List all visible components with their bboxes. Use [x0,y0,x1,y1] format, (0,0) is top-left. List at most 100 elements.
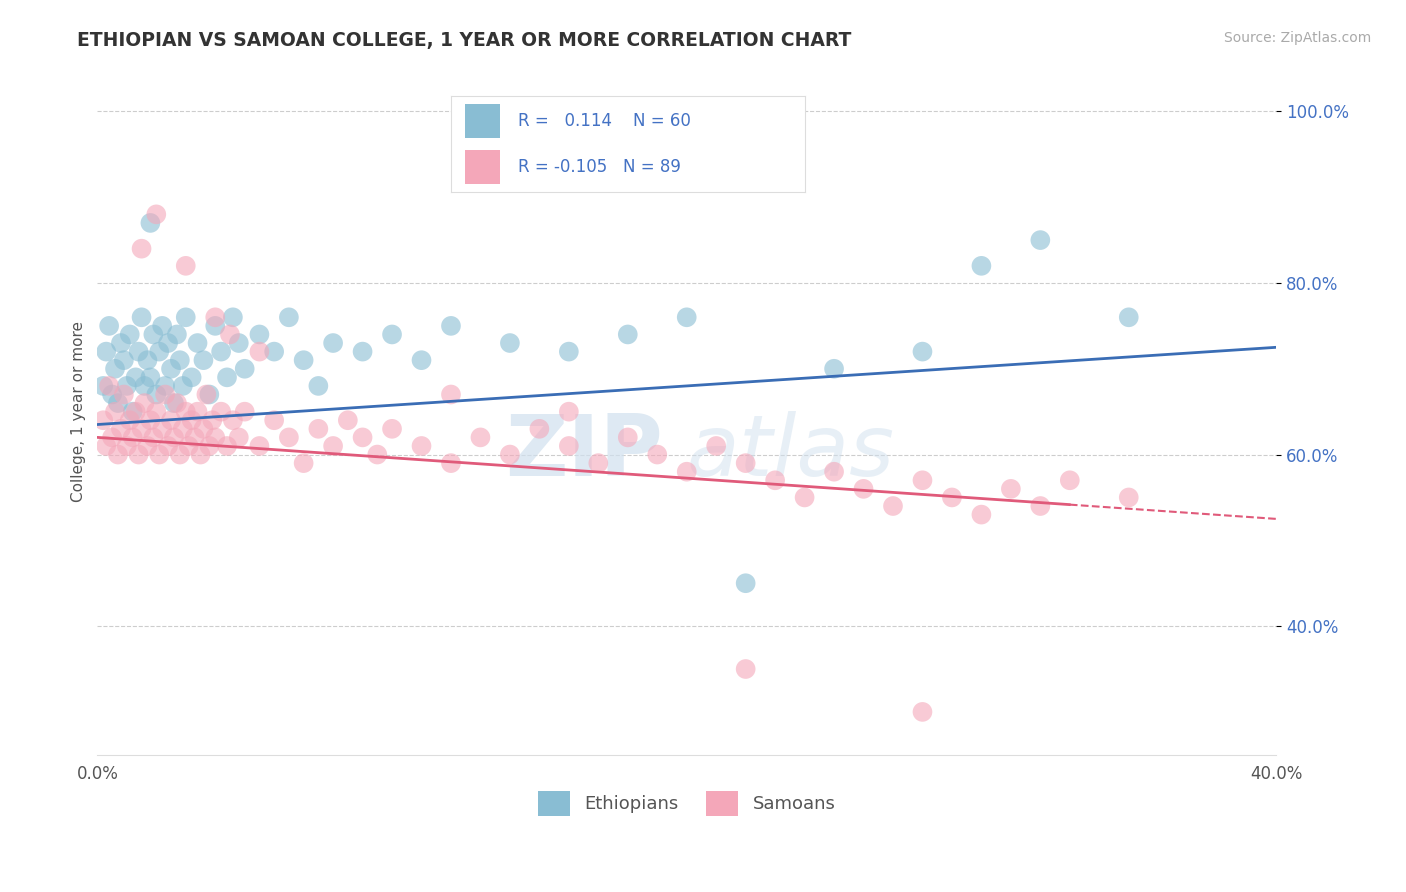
Point [222,310,245,325]
Point [121,430,143,444]
Point [411,439,433,453]
Point [145,207,167,221]
Point [112,353,135,368]
Point [118,413,141,427]
Point [169,448,191,462]
Point [110,422,132,436]
Point [96,439,118,453]
Point [352,344,374,359]
Text: ZIP: ZIP [505,411,664,494]
Point [193,353,215,368]
Point [307,379,329,393]
Point [101,430,124,444]
Point [163,396,186,410]
Point [142,327,165,342]
Point [104,405,127,419]
Point [160,361,183,376]
Point [169,353,191,368]
Point [121,405,143,419]
Point [233,405,256,419]
Point [675,310,697,325]
Point [470,430,492,444]
Point [157,336,180,351]
Text: ETHIOPIAN VS SAMOAN COLLEGE, 1 YEAR OR MORE CORRELATION CHART: ETHIOPIAN VS SAMOAN COLLEGE, 1 YEAR OR M… [77,31,852,50]
Point [104,361,127,376]
Point [187,336,209,351]
Point [190,448,212,462]
Point [307,422,329,436]
Point [793,491,815,505]
Point [734,576,756,591]
Point [970,508,993,522]
Point [139,216,162,230]
Point [322,336,344,351]
Point [174,259,197,273]
Point [195,387,218,401]
Point [101,387,124,401]
Point [115,379,138,393]
Point [352,430,374,444]
Point [1059,473,1081,487]
Text: atlas: atlas [686,411,894,494]
Point [131,242,153,256]
Point [215,439,238,453]
Point [128,344,150,359]
Point [145,405,167,419]
Point [852,482,875,496]
Point [124,370,146,384]
Point [249,327,271,342]
Point [277,430,299,444]
Point [201,413,224,427]
Point [292,456,315,470]
Point [142,430,165,444]
Point [292,353,315,368]
Point [911,344,934,359]
Point [174,405,197,419]
Point [112,387,135,401]
Point [249,344,271,359]
Point [177,439,200,453]
Point [499,448,522,462]
Point [263,413,285,427]
Point [204,310,226,325]
Point [381,327,404,342]
Point [153,387,176,401]
Y-axis label: College, 1 year or more: College, 1 year or more [72,321,86,502]
Point [322,439,344,453]
Point [150,422,173,436]
Point [174,310,197,325]
Point [1000,482,1022,496]
Point [1118,310,1140,325]
Point [911,473,934,487]
Point [193,422,215,436]
Point [145,387,167,401]
Point [172,379,194,393]
Point [134,379,156,393]
Point [440,387,463,401]
Point [124,405,146,419]
Point [209,405,232,419]
Point [98,379,121,393]
Point [98,318,121,333]
Point [823,465,845,479]
Point [91,413,114,427]
Point [336,413,359,427]
Point [734,662,756,676]
Point [233,361,256,376]
Point [219,327,242,342]
Point [150,318,173,333]
Point [1029,499,1052,513]
Point [970,259,993,273]
Point [172,422,194,436]
Point [617,327,640,342]
Point [160,413,183,427]
Point [198,439,221,453]
Point [148,344,170,359]
Point [183,430,205,444]
Point [148,448,170,462]
Point [209,344,232,359]
Point [107,396,129,410]
Point [1029,233,1052,247]
Legend: Ethiopians, Samoans: Ethiopians, Samoans [530,783,844,823]
Point [166,396,188,410]
